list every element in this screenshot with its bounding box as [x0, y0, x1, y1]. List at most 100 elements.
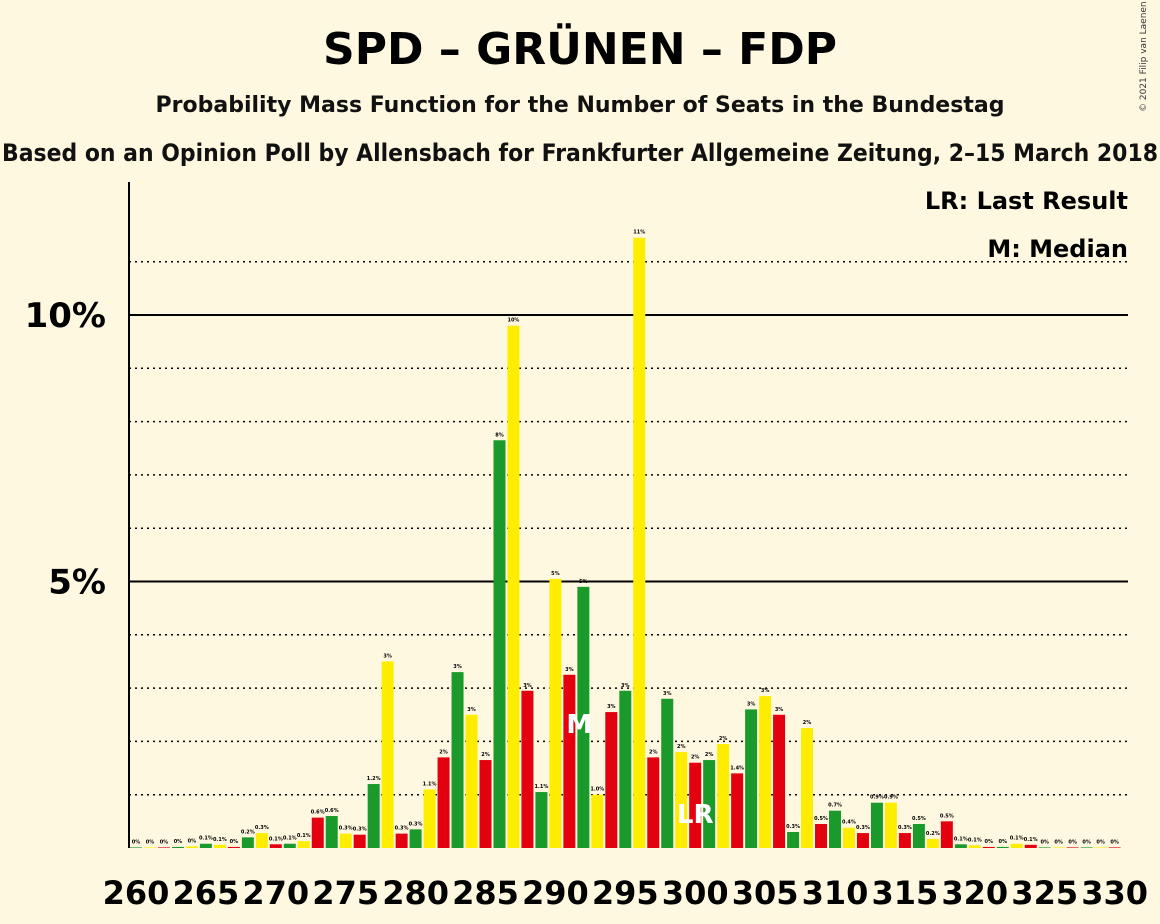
bar-292 [577, 586, 590, 848]
data-label-295: 3% [621, 683, 630, 689]
data-label-263: 0% [174, 839, 183, 845]
data-label-266: 0.1% [213, 837, 227, 843]
bar-309 [815, 824, 828, 848]
bar-313 [870, 802, 883, 848]
y-tick-label: 10% [25, 296, 106, 336]
data-label-323: 0.1% [1010, 836, 1024, 842]
data-label-324: 0.1% [1024, 837, 1038, 843]
bar-297 [647, 757, 660, 848]
data-label-262: 0% [160, 839, 169, 845]
data-label-281: 1.1% [423, 781, 437, 787]
data-label-264: 0% [188, 838, 197, 844]
data-label-265: 0.1% [199, 836, 213, 842]
data-label-298: 3% [663, 691, 672, 697]
data-label-325: 0% [1040, 839, 1049, 845]
x-tick-label: 280 [382, 874, 449, 912]
bar-299 [675, 752, 688, 848]
bar-281 [423, 789, 436, 848]
bar-271 [283, 843, 296, 848]
data-label-277: 1.2% [367, 776, 381, 782]
bar-317 [926, 838, 939, 848]
bar-316 [912, 824, 925, 848]
bar-318 [940, 821, 953, 848]
chart-subtitle-source: Based on an Opinion Poll by Allensbach f… [2, 139, 1158, 167]
markers-group: M LR [566, 710, 713, 830]
bar-265 [199, 843, 212, 848]
x-tick-label: 270 [242, 874, 309, 912]
x-tick-label: 285 [452, 874, 519, 912]
bar-286 [493, 440, 506, 848]
bar-284 [465, 714, 478, 848]
data-label-294: 3% [607, 704, 616, 710]
data-label-279: 0.3% [395, 826, 409, 832]
bar-261 [143, 847, 156, 848]
data-label-288: 3% [523, 683, 532, 689]
bar-302 [717, 744, 730, 848]
bar-267 [227, 846, 240, 848]
bar-301 [703, 760, 716, 848]
bar-319 [954, 844, 967, 848]
bar-304 [745, 709, 758, 848]
bar-322 [996, 846, 1009, 848]
data-label-275: 0.3% [339, 826, 353, 832]
bar-262 [157, 847, 170, 848]
data-label-282: 2% [439, 749, 448, 755]
data-label-276: 0.3% [353, 827, 367, 833]
bar-280 [409, 829, 422, 848]
bar-323 [1010, 843, 1023, 848]
data-label-312: 0.3% [856, 825, 870, 831]
copyright-note: © 2021 Filip van Laenen [1139, 1, 1149, 112]
x-tick-label: 260 [103, 874, 170, 912]
bar-311 [842, 827, 855, 848]
data-label-328: 0% [1082, 839, 1091, 845]
bar-274 [325, 816, 338, 848]
bar-288 [521, 690, 534, 848]
data-label-280: 0.3% [409, 821, 423, 827]
bar-269 [255, 833, 268, 848]
data-label-287: 10% [507, 318, 519, 324]
bar-305 [759, 696, 772, 848]
bar-294 [605, 712, 618, 848]
data-label-320: 0.1% [968, 837, 982, 843]
data-label-293: 1.0% [590, 787, 604, 793]
data-label-270: 0.1% [269, 836, 283, 842]
data-label-329: 0% [1096, 839, 1105, 845]
y-tick-label: 5% [48, 563, 106, 603]
data-label-307: 0.3% [786, 824, 800, 830]
bar-310 [829, 810, 841, 848]
data-label-318: 0.5% [940, 813, 954, 819]
chart-subtitle: Probability Mass Function for the Number… [156, 93, 1005, 118]
last-result-marker: LR [677, 800, 714, 830]
data-label-330: 0% [1110, 839, 1119, 845]
data-label-319: 0.1% [954, 836, 968, 842]
bar-296 [633, 237, 646, 849]
data-label-305: 3% [761, 688, 770, 694]
data-label-314: 0.9% [884, 795, 898, 801]
bar-272 [297, 841, 310, 848]
bar-307 [787, 832, 800, 848]
data-label-308: 2% [803, 720, 812, 726]
bar-306 [773, 714, 786, 848]
data-label-301: 2% [705, 752, 714, 758]
bar-268 [241, 837, 254, 848]
data-label-316: 0.5% [912, 816, 926, 822]
data-label-297: 2% [649, 749, 658, 755]
bars-group [130, 237, 1121, 849]
data-label-317: 0.2% [926, 831, 940, 837]
bar-321 [982, 846, 995, 848]
data-label-321: 0% [985, 839, 994, 845]
bar-324 [1024, 844, 1037, 848]
bar-266 [213, 844, 226, 848]
data-label-309: 0.5% [814, 816, 828, 822]
data-label-261: 0% [146, 839, 155, 845]
bar-287 [507, 325, 520, 848]
bar-325 [1038, 847, 1051, 848]
data-label-300: 2% [691, 755, 700, 761]
data-label-272: 0.1% [297, 833, 311, 839]
x-tick-label: 300 [662, 874, 729, 912]
data-label-278: 3% [383, 653, 392, 659]
bar-326 [1052, 847, 1065, 848]
bar-303 [731, 773, 744, 848]
x-tick-label: 320 [941, 874, 1008, 912]
